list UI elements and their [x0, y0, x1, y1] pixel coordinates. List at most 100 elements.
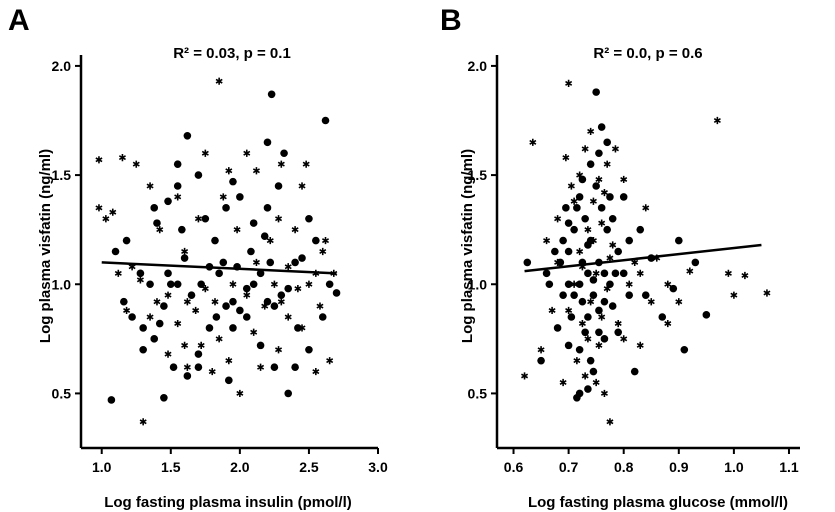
data-point-asterisk	[589, 197, 597, 205]
x-tick-label: 0.6	[504, 459, 524, 475]
data-point-asterisk	[215, 335, 223, 343]
data-point-circle	[608, 214, 617, 223]
data-point-asterisk	[642, 204, 650, 212]
data-point-asterisk	[261, 302, 269, 310]
data-point-circle	[249, 219, 258, 227]
data-point-circle	[183, 131, 192, 140]
data-point-circle	[183, 372, 192, 380]
data-point-asterisk	[587, 298, 595, 306]
data-point-circle	[570, 225, 578, 234]
data-point-circle	[180, 254, 189, 262]
data-point-circle	[675, 236, 683, 245]
data-point-circle	[263, 138, 272, 147]
data-point-circle	[155, 319, 164, 328]
data-point-circle	[256, 341, 265, 350]
data-point-asterisk	[578, 319, 586, 328]
data-point-circle	[205, 324, 214, 332]
data-point-circle	[274, 182, 283, 190]
data-point-circle	[589, 291, 598, 299]
data-point-circle	[284, 389, 293, 398]
data-point-circle	[284, 284, 293, 293]
data-point-asterisk	[139, 418, 147, 426]
data-point-asterisk	[181, 247, 189, 256]
data-point-circle	[242, 313, 251, 321]
data-point-asterisk	[183, 363, 191, 371]
data-point-asterisk	[589, 236, 597, 245]
data-point-circle	[597, 123, 606, 131]
data-point-circle	[211, 236, 219, 245]
data-point-circle	[556, 258, 565, 267]
data-point-asterisk	[298, 324, 306, 332]
data-point-circle	[201, 214, 210, 223]
data-point-asterisk	[537, 346, 545, 354]
data-point-asterisk	[603, 285, 611, 293]
data-point-circle	[107, 396, 116, 404]
data-point-circle	[187, 291, 196, 299]
data-point-asterisk	[316, 302, 324, 310]
data-point-circle	[212, 313, 221, 321]
data-point-circle	[194, 363, 203, 372]
data-point-asterisk	[573, 357, 581, 365]
data-point-asterisk	[250, 328, 258, 336]
data-point-asterisk	[600, 188, 608, 197]
regression-line	[101, 261, 337, 275]
data-point-asterisk	[592, 269, 600, 277]
data-point-circle	[578, 297, 587, 306]
data-point-circle	[225, 376, 233, 385]
data-point-circle	[523, 258, 532, 267]
data-point-circle	[597, 204, 606, 212]
data-point-asterisk	[686, 267, 694, 275]
data-point-circle	[280, 149, 288, 158]
data-point-circle	[215, 269, 223, 278]
x-tick-label: 1.0	[92, 459, 112, 475]
data-point-circle	[318, 313, 327, 321]
data-point-asterisk	[284, 263, 292, 271]
data-point-circle	[136, 269, 145, 278]
data-point-asterisk	[584, 335, 592, 343]
data-point-circle	[229, 324, 237, 332]
data-point-circle	[325, 280, 334, 289]
data-point-asterisk	[298, 182, 306, 190]
data-point-circle	[160, 393, 168, 402]
data-point-circle	[270, 363, 279, 372]
panel-letter: B	[440, 4, 462, 37]
data-point-asterisk	[620, 335, 628, 343]
regression-line	[524, 243, 762, 273]
y-tick-label: 1.5	[468, 167, 488, 183]
data-point-asterisk	[565, 306, 573, 315]
data-point-circle	[194, 350, 203, 358]
data-point-asterisk	[118, 154, 126, 162]
data-point-asterisk	[277, 160, 285, 168]
data-point-circle	[219, 258, 228, 267]
data-point-circle	[236, 306, 244, 315]
data-point-circle	[559, 291, 567, 299]
panel-a: A R² = 0.03, p = 0.1 Log fasting plasma …	[8, 4, 388, 511]
data-point-circle	[229, 177, 237, 186]
data-point-circle	[111, 247, 120, 256]
data-point-asterisk	[123, 306, 131, 315]
data-point-asterisk	[584, 226, 592, 234]
data-point-circle	[600, 269, 609, 278]
data-point-asterisk	[763, 289, 771, 297]
data-point-circle	[222, 204, 230, 212]
data-point-asterisk	[257, 363, 265, 371]
data-point-asterisk	[636, 341, 644, 349]
data-point-circle	[614, 247, 622, 256]
data-point-asterisk	[102, 215, 110, 223]
data-point-circle	[150, 335, 159, 343]
data-point-asterisk	[600, 389, 608, 398]
data-point-circle	[545, 280, 554, 289]
data-point-asterisk	[548, 306, 556, 315]
data-point-circle	[636, 225, 645, 234]
data-point-asterisk	[208, 367, 216, 376]
data-point-asterisk	[291, 226, 299, 234]
data-point-circle	[146, 280, 154, 289]
data-point-asterisk	[183, 298, 191, 306]
data-point-circle	[194, 171, 203, 179]
data-point-circle	[305, 214, 313, 223]
data-point-asterisk	[132, 160, 140, 168]
data-point-asterisk	[243, 149, 251, 157]
x-tick-label: 1.1	[779, 459, 799, 475]
data-point-asterisk	[625, 280, 633, 288]
data-point-circle	[584, 313, 592, 321]
